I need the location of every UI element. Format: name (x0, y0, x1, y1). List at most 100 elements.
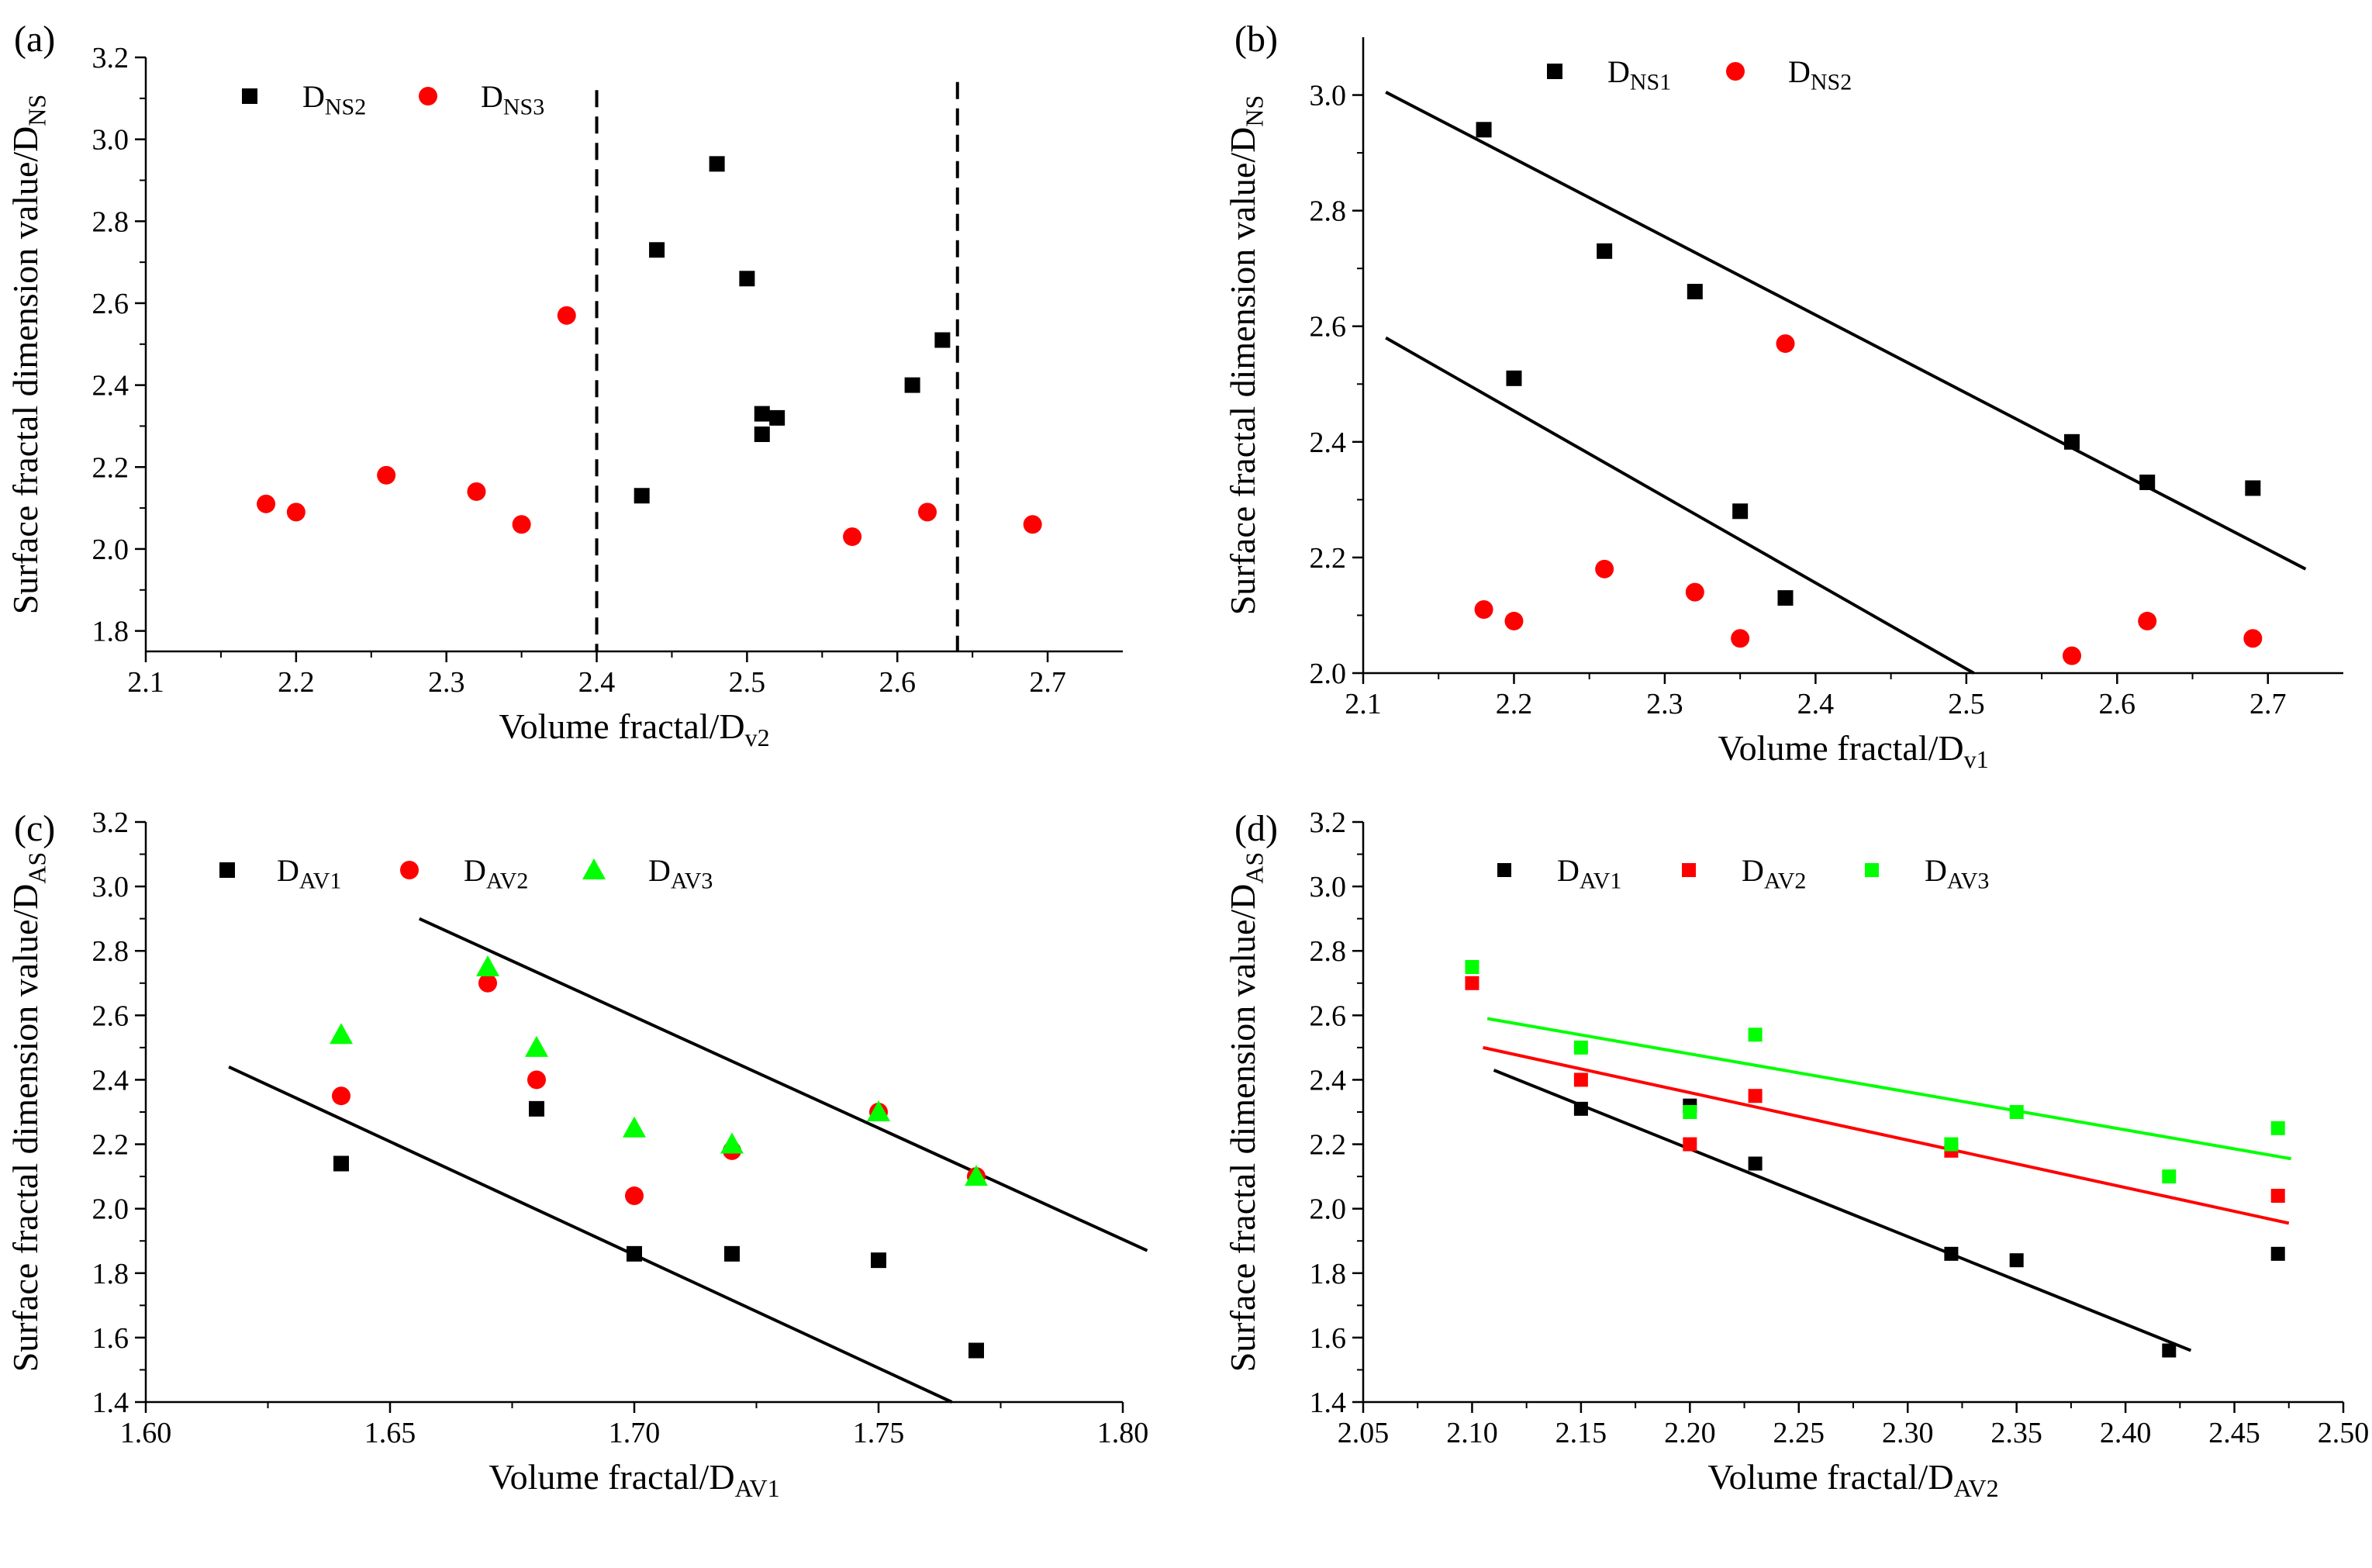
data-point (2162, 1343, 2177, 1358)
data-point (2245, 480, 2261, 496)
y-tick-label: 1.6 (92, 1322, 129, 1355)
legend-label: DAV1 (277, 853, 341, 894)
y-tick-label: 2.8 (1310, 935, 1347, 968)
fit-line (418, 917, 1148, 1252)
legend-marker (1682, 863, 1696, 877)
legend-marker (219, 862, 235, 878)
y-tick-label: 2.8 (92, 205, 129, 238)
data-point (1573, 1101, 1588, 1116)
data-point (377, 465, 396, 485)
x-tick-label: 2.1 (127, 666, 164, 699)
data-point (754, 406, 770, 422)
data-point (1776, 334, 1795, 354)
y-tick-label: 2.6 (1310, 311, 1347, 344)
x-axis-label: Volume fractal/DAV1 (489, 1457, 779, 1502)
y-tick-label: 3.0 (1310, 80, 1347, 112)
y-tick-label: 2.6 (92, 288, 129, 320)
data-point (1573, 1072, 1588, 1087)
data-point (968, 1342, 984, 1359)
x-axis-label: Volume fractal/Dv2 (499, 706, 769, 751)
legend-label: DNS2 (302, 79, 366, 120)
data-point (2062, 646, 2081, 665)
data-point (2270, 1189, 2285, 1204)
legend-label: DAV3 (648, 853, 713, 894)
data-point (720, 1132, 744, 1154)
series-NS2 (634, 156, 951, 504)
y-tick-label: 1.6 (1310, 1322, 1347, 1355)
y-tick-label: 3.2 (1310, 806, 1347, 839)
chart-panel-4: 2.05 2.10 2.15 2.20 2.25 2.30 2.35 2.40 2.45 2.50… (1223, 806, 2369, 1502)
data-point (2063, 433, 2080, 450)
data-point (330, 1023, 353, 1045)
data-point (1687, 284, 1703, 299)
data-point (724, 1245, 740, 1262)
data-point (1731, 629, 1750, 648)
legend-marker (1726, 62, 1745, 81)
y-axis-label: Surface fractal dimension value/DAS (5, 852, 50, 1373)
data-point (934, 332, 951, 348)
data-point (627, 1245, 642, 1262)
data-point (2138, 611, 2157, 630)
data-point (1685, 582, 1704, 602)
fit-line (1483, 1045, 2290, 1225)
legend-label: DNS3 (481, 79, 544, 120)
y-tick-label: 2.4 (92, 370, 129, 402)
y-tick-label: 2.4 (1310, 427, 1347, 459)
data-point (754, 427, 770, 443)
series-NS3 (257, 306, 1042, 547)
legend-marker (419, 87, 437, 105)
data-point (2139, 475, 2156, 490)
x-tick-label: 2.50 (2318, 1417, 2370, 1449)
x-tick-label: 1.75 (853, 1417, 905, 1449)
x-tick-label: 2.6 (2099, 688, 2136, 720)
y-tick-label: 2.4 (1310, 1064, 1347, 1097)
y-tick-label: 2.2 (1310, 1129, 1347, 1162)
data-point (1683, 1137, 1697, 1152)
data-point (512, 515, 531, 534)
data-point (478, 973, 497, 993)
data-point (1595, 559, 1614, 579)
data-point (1504, 611, 1524, 630)
panel-label: (d) (1234, 808, 1278, 849)
data-point (286, 503, 306, 522)
series-NS1 (1476, 122, 2261, 606)
chart-panel-1: 2.1 2.2 2.3 2.4 2.5 2.6 2.7 1.8 2.0 2.2 2.4 2.6 2.8 3… (5, 19, 1123, 751)
data-point (623, 1116, 646, 1138)
x-tick-label: 2.25 (1773, 1417, 1825, 1449)
y-tick-label: 2.8 (92, 935, 129, 968)
series-AV2 (1465, 976, 2285, 1204)
x-tick-label: 2.05 (1338, 1417, 1390, 1449)
data-point (1474, 600, 1493, 619)
data-point (1476, 122, 1492, 138)
data-point (1944, 1137, 1959, 1152)
chart-panel-3: 1.60 1.65 1.70 1.75 1.80 1.4 1.6 1.8 2.0 2.2 2.4 2.… (5, 806, 1148, 1502)
series-AV1 (333, 1100, 984, 1359)
legend-marker (1865, 863, 1879, 877)
legend-marker (400, 861, 419, 879)
panel-label: (b) (1234, 19, 1278, 60)
data-point (1683, 1105, 1697, 1119)
data-point (1777, 590, 1794, 606)
data-point (332, 1086, 350, 1106)
x-tick-label: 1.60 (120, 1417, 172, 1449)
data-point (649, 242, 665, 258)
x-tick-label: 2.40 (2100, 1417, 2152, 1449)
data-point (634, 488, 650, 504)
data-point (1597, 243, 1613, 259)
y-tick-label: 2.6 (92, 1000, 129, 1032)
data-point (867, 1100, 890, 1121)
x-tick-label: 2.3 (428, 666, 465, 699)
fit-line (1385, 336, 1975, 675)
data-point (2270, 1246, 2285, 1261)
fit-line (1385, 91, 2307, 571)
y-tick-label: 2.0 (92, 534, 129, 566)
data-point (476, 955, 499, 976)
data-point (871, 1252, 886, 1269)
data-point (529, 1100, 544, 1117)
y-tick-label: 1.8 (1310, 1258, 1347, 1290)
legend-marker (1497, 863, 1511, 877)
data-point (739, 271, 755, 287)
panel-label: (a) (14, 19, 55, 60)
fit-line (1486, 1017, 2291, 1161)
y-tick-label: 3.0 (1310, 871, 1347, 903)
